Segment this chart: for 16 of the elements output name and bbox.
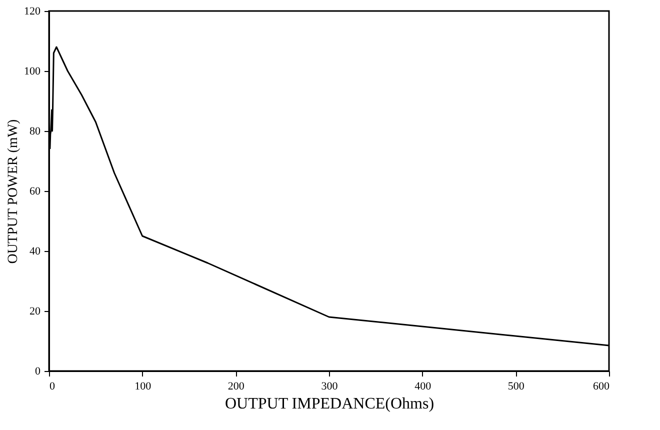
x-tick-label: 400	[414, 380, 432, 392]
y-axis-title: OUTPUT POWER (mW)	[6, 118, 21, 264]
y-tick-label: 60	[30, 186, 41, 198]
y-tick-label: 0	[35, 366, 41, 378]
y-tick-label: 20	[30, 306, 41, 318]
x-tick-label: 500	[508, 380, 525, 392]
x-tick-label: 600	[593, 380, 610, 392]
y-tick-label: 40	[30, 246, 41, 258]
y-tick-label: 100	[24, 66, 41, 78]
x-axis-title: OUTPUT IMPEDANCE(Ohms)	[224, 396, 434, 412]
x-tick-label: 300	[321, 380, 338, 392]
x-tick-label: 100	[134, 380, 152, 392]
x-tick-label: 0	[50, 380, 56, 392]
y-tick-label: 80	[30, 126, 41, 138]
y-tick-label: 120	[24, 6, 41, 18]
x-tick-label: 200	[228, 380, 245, 392]
